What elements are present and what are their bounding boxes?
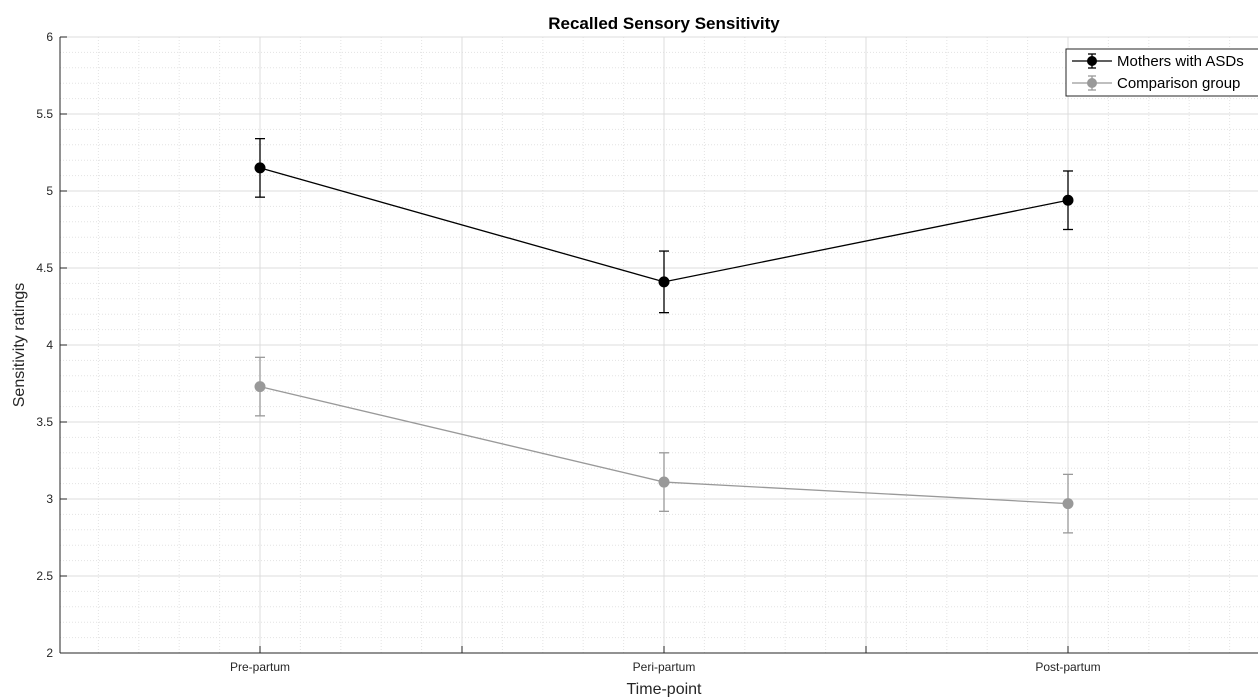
data-point	[254, 162, 266, 174]
data-point	[658, 276, 670, 288]
y-tick-label: 4.5	[36, 261, 53, 275]
y-tick-label: 5.5	[36, 107, 53, 121]
y-axis-label: Sensitivity ratings	[11, 283, 28, 408]
x-tick-label: Post-partum	[1035, 660, 1100, 674]
y-tick-label: 5	[46, 184, 53, 198]
data-point	[658, 476, 670, 488]
x-axis-label: Time-point	[627, 681, 703, 697]
legend-label: Mothers with ASDs	[1117, 53, 1244, 70]
legend-label: Comparison group	[1117, 75, 1240, 92]
y-tick-label: 6	[46, 30, 53, 44]
y-ticks: 2 2.5 3 3.5 4 4.5 5 5.5 6	[36, 30, 67, 660]
data-point	[1062, 498, 1074, 510]
legend-marker	[1087, 56, 1097, 66]
legend: Mothers with ASDs Comparison group	[1065, 48, 1258, 97]
series-1	[254, 137, 1074, 314]
y-tick-label: 4	[46, 338, 53, 352]
chart-title: Recalled Sensory Sensitivity	[548, 14, 780, 33]
y-tick-label: 3	[46, 492, 53, 506]
x-ticks: Pre-partum Peri-partum Post-partum	[230, 646, 1101, 674]
series-2	[254, 356, 1074, 534]
data-point	[254, 381, 266, 393]
legend-marker	[1087, 78, 1097, 88]
series-layer	[254, 137, 1074, 534]
y-tick-label: 2	[46, 646, 53, 660]
y-tick-label: 2.5	[36, 569, 53, 583]
data-point	[1062, 194, 1074, 206]
x-tick-label: Pre-partum	[230, 660, 290, 674]
legend-box	[1065, 48, 1258, 97]
major-grid	[60, 36, 1258, 654]
x-tick-label: Peri-partum	[633, 660, 696, 674]
y-tick-label: 3.5	[36, 415, 53, 429]
